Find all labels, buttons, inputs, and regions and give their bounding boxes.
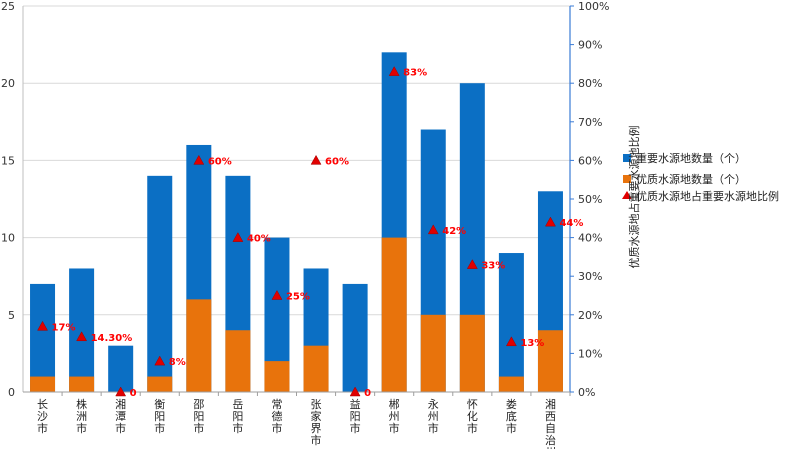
bar-important [69, 268, 95, 392]
bar-quality [537, 330, 563, 392]
bars [30, 52, 563, 392]
ratio-label: 0 [130, 388, 137, 399]
left-axis-ticks: 0 5 10 15 20 25 [1, 0, 15, 399]
category-labels: 长沙市 株洲市 湘潭市 衡阳市 邵阳市 岳阳市 常德市 张家界市 益阳市 郴州市 永州市 怀化市 娄底市… [37, 397, 556, 449]
left-tick-label: 10 [1, 232, 15, 245]
ratio-label: 44% [559, 218, 583, 229]
bar-quality [186, 299, 212, 392]
bar-quality [147, 376, 173, 392]
right-tick-label: 50% [578, 193, 602, 206]
bar-quality [69, 376, 95, 392]
bar-quality [381, 237, 407, 392]
ratio-label: 60% [325, 156, 349, 167]
left-tick-label: 15 [1, 154, 15, 167]
bar-quality [459, 314, 485, 392]
ratio-label: 83% [403, 68, 427, 79]
category-label: 娄底市 [506, 398, 517, 435]
category-label: 湘潭市 [115, 397, 126, 435]
ratio-marker [37, 320, 48, 331]
right-tick-label: 0% [578, 386, 595, 399]
right-tick-label: 10% [578, 347, 602, 360]
ratio-marker [193, 154, 205, 165]
ratio-label: 60% [208, 156, 232, 167]
ratio-marker [466, 259, 478, 269]
ratio-label: 0 [364, 388, 371, 399]
bar-quality [498, 376, 524, 392]
ratio-marker [388, 66, 400, 76]
right-tick-label: 20% [578, 309, 602, 322]
category-label: 张家界市 [311, 398, 322, 447]
left-tick-label: 0 [8, 386, 15, 399]
category-label: 株洲市 [76, 397, 87, 435]
category-label: 益阳市 [350, 397, 361, 435]
left-tick-label: 25 [1, 0, 15, 13]
bar-important [30, 283, 56, 392]
category-label: 岳阳市 [232, 398, 243, 435]
legend-label-ratio: 优质水源地占重要水源地比例 [636, 189, 779, 203]
legend-swatch-quality [623, 175, 631, 183]
ratio-label: 14.30% [91, 333, 133, 344]
bar-important [498, 253, 524, 392]
ratio-label: 33% [481, 261, 505, 272]
ratio-label: 42% [442, 226, 466, 237]
right-tick-label: 90% [578, 39, 602, 52]
category-label: 常德市 [271, 398, 282, 435]
right-axis-title: 优质水源地占重要水源地比例 [627, 126, 641, 269]
category-label: 长沙市 [37, 398, 48, 435]
legend: 重要水源地数量（个） 优质水源地数量（个） 优质水源地占重要水源地比例 [622, 151, 779, 203]
bar-quality [30, 376, 56, 392]
ratio-marker [349, 386, 361, 397]
ratio-marker [427, 224, 439, 235]
bar-quality [225, 330, 251, 392]
right-tick-label: 60% [578, 154, 602, 167]
ratio-marker [310, 154, 322, 165]
bar-important [342, 283, 368, 392]
category-label: 永州市 [428, 397, 439, 435]
right-tick-label: 80% [578, 77, 602, 90]
bar-quality [264, 361, 290, 392]
ratio-marker [154, 355, 166, 366]
ratio-marker [76, 331, 88, 342]
right-tick-label: 100% [578, 0, 609, 13]
ratio-label: 13% [520, 338, 544, 349]
ratio-marker [115, 386, 127, 397]
ratio-label: 40% [247, 234, 271, 245]
ratio-markers [37, 66, 556, 397]
right-tick-label: 70% [578, 116, 602, 129]
legend-swatch-important [623, 154, 631, 162]
category-label: 怀化市 [467, 398, 478, 435]
ratio-label: 8% [169, 357, 186, 368]
right-axis-ticks: 0% 10% 20% 30% 40% 50% 60% 70% 80% 90% 100% [570, 0, 609, 399]
category-label: 湘西自治州 [545, 397, 556, 449]
ratio-marker [271, 289, 283, 300]
category-label: 邵阳市 [193, 398, 204, 435]
legend-label-important: 重要水源地数量（个） [636, 151, 746, 165]
legend-label-quality: 优质水源地数量（个） [636, 172, 746, 186]
ratio-labels: 17% 14.30% 0 8% 60% 40% 25% 60% 0 83% 42% 33% 13% 44% [52, 68, 584, 399]
bar-important [108, 345, 134, 392]
left-tick-label: 5 [8, 309, 15, 322]
bar-quality [303, 345, 329, 392]
category-label: 郴州市 [389, 397, 400, 435]
legend-marker-ratio [622, 191, 632, 199]
right-tick-label: 30% [578, 270, 602, 283]
ratio-marker [505, 336, 517, 347]
ratio-marker [545, 216, 556, 227]
ratio-label: 17% [52, 322, 76, 333]
ratio-label: 25% [286, 292, 310, 303]
bar-quality [420, 314, 446, 392]
category-label: 衡阳市 [154, 398, 165, 435]
left-tick-label: 20 [1, 77, 15, 90]
right-tick-label: 40% [578, 232, 602, 245]
ratio-marker [232, 232, 244, 242]
